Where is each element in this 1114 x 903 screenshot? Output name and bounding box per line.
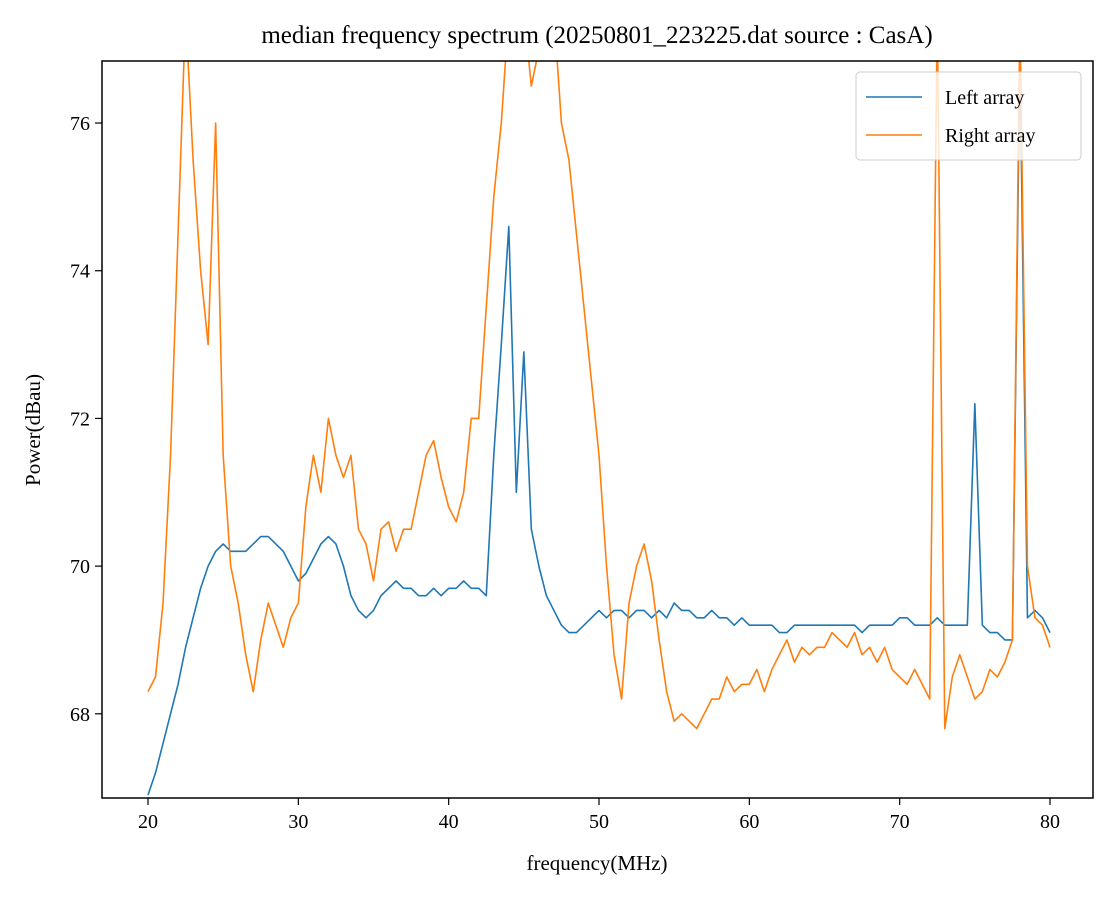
y-tick-label: 72 [70,408,90,430]
x-tick-label: 40 [439,811,459,833]
x-tick-label: 70 [890,811,910,833]
x-tick-label: 30 [288,811,308,833]
plot-lines [147,61,1051,796]
series-line [147,61,1051,796]
chart-title: median frequency spectrum (20250801_2232… [261,22,932,49]
legend-label: Left array [945,87,1024,109]
legend-label: Right array [945,125,1036,147]
x-axis-label: frequency(MHz) [526,851,667,875]
x-tick-label: 80 [1040,811,1060,833]
y-tick-label: 76 [70,113,90,135]
x-tick-label: 20 [138,811,158,833]
series-line [147,61,1051,730]
y-tick-label: 68 [70,704,90,726]
x-tick-label: 50 [589,811,609,833]
y-tick-label: 74 [70,261,90,283]
y-axis-label: Power(dBau) [21,374,45,486]
y-tick-label: 70 [70,556,90,578]
legend-box [855,71,1082,161]
x-tick-label: 60 [739,811,759,833]
plot-frame [101,60,1094,799]
